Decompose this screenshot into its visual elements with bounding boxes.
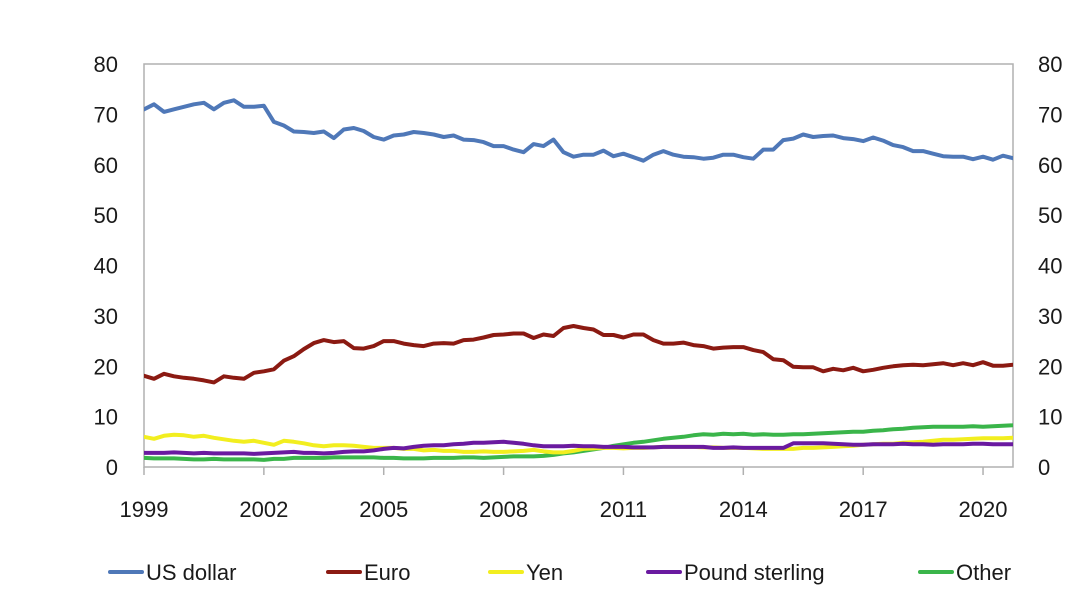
series-line-us-dollar (144, 98, 1013, 163)
plot-frame (143, 63, 1014, 468)
y-tick-label-right: 10 (1038, 405, 1062, 430)
x-tick-label: 2002 (239, 497, 288, 522)
y-tick-label-left: 60 (94, 153, 118, 178)
y-tick-label-left: 50 (94, 203, 118, 228)
x-tick-label: 2011 (600, 497, 647, 522)
y-tick-label-right: 70 (1038, 102, 1062, 127)
series-line-euro (144, 324, 1013, 385)
y-tick-label-right: 0 (1038, 455, 1050, 480)
x-tick-label: 2005 (359, 497, 408, 522)
y-tick-label-left: 30 (94, 304, 118, 329)
legend-label-pound-sterling: Pound sterling (684, 560, 825, 585)
x-tick-label: 2020 (959, 497, 1008, 522)
legend-label-euro: Euro (364, 560, 410, 585)
y-tick-label-right: 80 (1038, 52, 1062, 77)
y-tick-label-right: 50 (1038, 203, 1062, 228)
x-tick-label: 2014 (719, 497, 768, 522)
y-tick-label-right: 20 (1038, 354, 1062, 379)
y-tick-label-left: 40 (94, 254, 118, 279)
legend-label-us-dollar: US dollar (146, 560, 236, 585)
legend-label-other: Other (956, 560, 1011, 585)
y-tick-label-left: 80 (94, 52, 118, 77)
y-tick-label-left: 10 (94, 405, 118, 430)
series-line-pound-sterling (144, 439, 1013, 456)
y-axis-right: 0 10 20 30 40 50 60 70 80 (1038, 52, 1062, 480)
x-tick-label: 1999 (120, 497, 169, 522)
y-tick-label-left: 70 (94, 102, 118, 127)
x-tick-label: 2017 (839, 497, 888, 522)
y-tick-label-right: 60 (1038, 153, 1062, 178)
x-axis: 1999 2002 2005 2008 2011 2014 2017 2020 (120, 467, 1008, 522)
y-tick-label-right: 30 (1038, 304, 1062, 329)
y-tick-label-right: 40 (1038, 254, 1062, 279)
y-tick-label-left: 20 (94, 354, 118, 379)
legend-label-yen: Yen (526, 560, 563, 585)
x-tick-label: 2008 (479, 497, 528, 522)
series-lines (144, 98, 1013, 462)
legend: US dollar Euro Yen Pound sterling Other (108, 560, 1011, 585)
y-axis-left: 0 10 20 30 40 50 60 70 80 (94, 52, 118, 480)
y-tick-label-left: 0 (106, 455, 118, 480)
